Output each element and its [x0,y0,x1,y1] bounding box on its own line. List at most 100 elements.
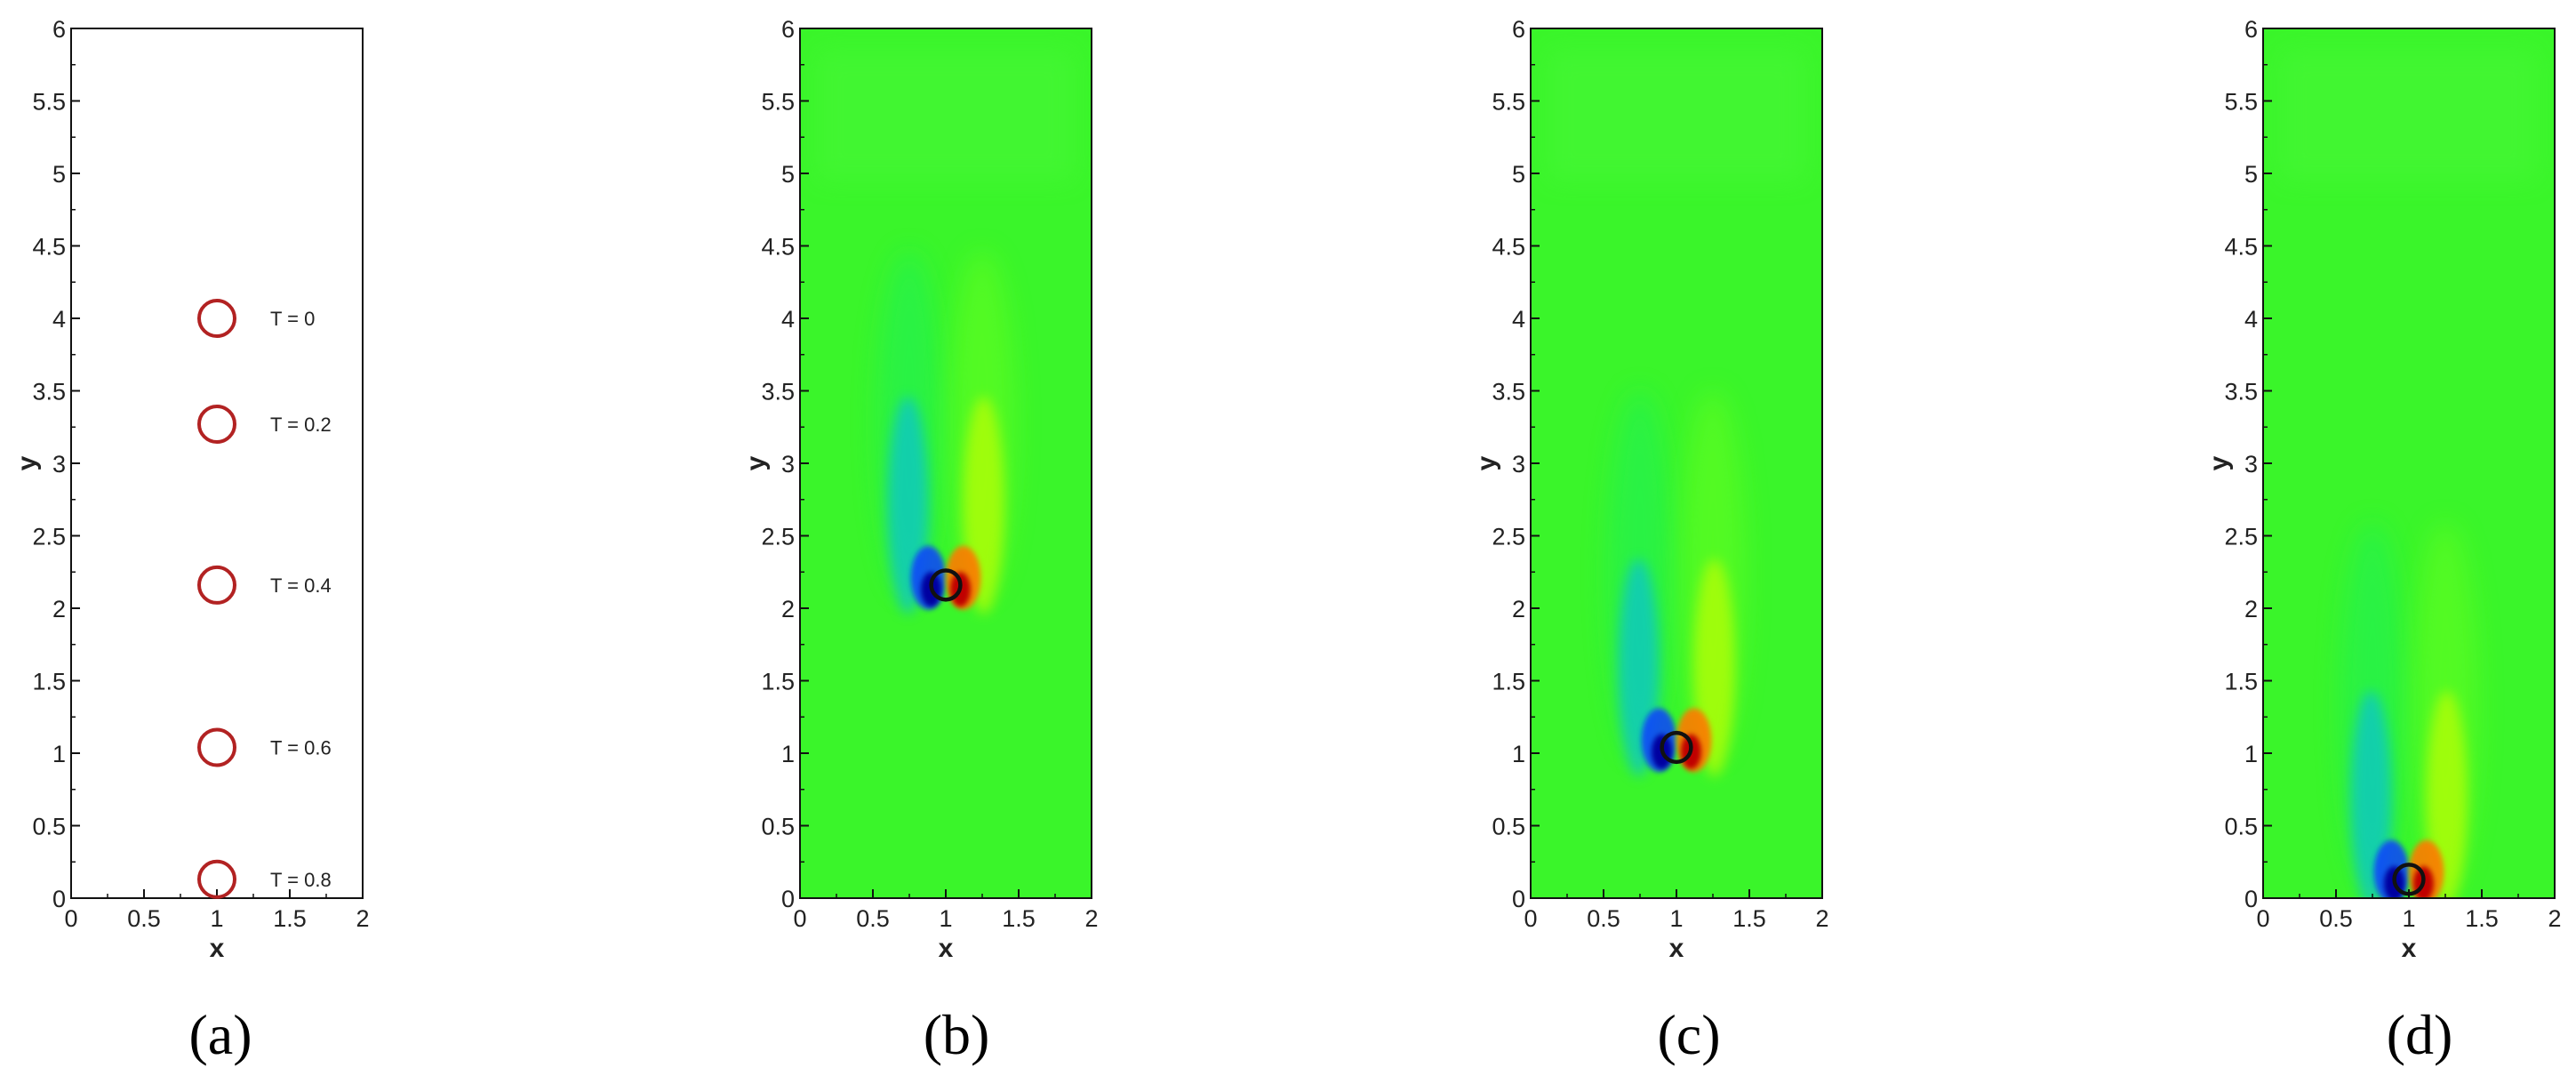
x-tick-label: 0 [64,905,77,932]
x-tick-label: 2 [2548,905,2561,932]
x-tick-label: 1 [210,905,223,932]
y-tick-label: 4.5 [761,234,795,261]
y-tick-label: 1.5 [32,669,66,695]
y-tick-label: 2 [781,596,795,622]
y-tick-label: 3 [2244,451,2258,478]
x-tick-label: 2 [1084,905,1098,932]
x-tick-label: 1.5 [1002,905,1036,932]
contour-field [1531,28,1822,898]
panel-caption: (d) [2387,1003,2453,1066]
x-axis-label: x [210,934,225,963]
panel-a: 0 0.5 1 1.5 2 2.5 3 3.5 4 4.5 5 5.5 6 0 0.5 1 1.5 2 x y T = … [12,16,370,1066]
position-label: T = 0.8 [270,869,332,891]
x-tick-label: 1 [939,905,952,932]
x-tick-label: 0 [1524,905,1537,932]
panel-b: 0 0.5 1 1.5 2 2.5 3 3.5 4 4.5 5 5.5 6 0 0.5 1 1.5 2 x y (b) [741,16,1099,1066]
x-tick-label: 1 [2402,905,2415,932]
y-tick-label: 0.5 [32,814,66,840]
x-axis-label: x [2402,934,2417,963]
x-tick-label: 1.5 [2465,905,2499,932]
y-tick-label: 3 [52,451,66,478]
y-tick-label: 2.5 [32,524,66,550]
y-tick-label: 4 [781,306,795,333]
y-tick-label: 5 [52,161,66,188]
y-tick-label: 3 [781,451,795,478]
position-marker [197,565,236,605]
y-axis-label: y [2204,455,2234,470]
y-tick-label: 0.5 [1492,814,1525,840]
x-tick-label: 0 [2256,905,2269,932]
y-tick-label: 2.5 [761,524,795,550]
y-tick-label: 4 [2244,306,2258,333]
y-tick-label: 5.5 [761,89,795,116]
position-label: T = 0.4 [270,574,332,597]
y-tick-label: 2 [52,596,66,622]
y-tick-label: 1 [1512,741,1525,767]
y-tick-label: 4 [52,306,66,333]
panel-caption: (b) [924,1003,990,1066]
y-tick-label: 0 [52,886,66,912]
x-tick-label: 1.5 [1732,905,1766,932]
particle-circle [1660,730,1693,765]
y-tick-label: 4.5 [32,234,66,261]
y-tick-label: 2 [2244,596,2258,622]
y-tick-label: 0 [1512,886,1525,912]
y-tick-label: 4 [1512,306,1525,333]
contour-field [2263,28,2555,898]
panel-caption: (a) [188,1003,252,1066]
position-marker [197,299,236,338]
y-tick-label: 6 [781,16,795,43]
position-marker [197,727,236,767]
particle-circle [929,568,963,602]
y-tick-label: 0.5 [761,814,795,840]
panel-c: 0 0.5 1 1.5 2 2.5 3 3.5 4 4.5 5 5.5 6 0 0.5 1 1.5 2 x y (c) [1472,16,1829,1066]
y-tick-label: 5.5 [2224,89,2258,116]
x-axis-label: x [1669,934,1684,963]
y-tick-label: 2.5 [2224,524,2258,550]
y-tick-label: 1 [2244,741,2258,767]
x-tick-label: 2 [1815,905,1828,932]
y-tick-label: 0 [2244,886,2258,912]
panel-d: 0 0.5 1 1.5 2 2.5 3 3.5 4 4.5 5 5.5 6 0 0.5 1 1.5 2 x y (d) [2204,16,2562,1066]
y-tick-label: 1 [781,741,795,767]
y-tick-label: 6 [52,16,66,43]
axes-frame [70,28,364,899]
field-band-top [2280,50,2538,181]
y-axis-label: y [12,455,42,470]
position-label: T = 0.6 [270,736,332,759]
y-tick-label: 2.5 [1492,524,1525,550]
x-tick-label: 0.5 [2319,905,2353,932]
y-tick-label: 5.5 [1492,89,1525,116]
x-tick-label: 0.5 [127,905,161,932]
position-marker [197,404,236,444]
y-tick-label: 5 [1512,161,1525,188]
y-tick-label: 6 [2244,16,2258,43]
field-band-top [1548,50,1805,181]
x-axis-label: x [939,934,954,963]
y-tick-label: 4.5 [1492,234,1525,261]
y-tick-label: 3.5 [2224,379,2258,406]
panel-caption: (c) [1657,1003,1720,1066]
y-axis-label: y [741,455,771,470]
y-tick-label: 3 [1512,451,1525,478]
y-tick-label: 4.5 [2224,234,2258,261]
y-tick-label: 1.5 [2224,669,2258,695]
y-tick-label: 3.5 [1492,379,1525,406]
x-tick-label: 0.5 [856,905,890,932]
position-label: T = 0 [270,308,315,330]
y-tick-label: 3.5 [32,379,66,406]
position-marker [197,859,236,899]
y-tick-label: 1.5 [761,669,795,695]
y-axis-label: y [1472,455,1501,470]
y-tick-label: 0.5 [2224,814,2258,840]
y-tick-label: 5 [2244,161,2258,188]
x-tick-label: 0.5 [1587,905,1620,932]
x-tick-label: 1 [1669,905,1683,932]
y-tick-label: 5.5 [32,89,66,116]
y-tick-label: 1 [52,741,66,767]
y-tick-label: 2 [1512,596,1525,622]
field-band-top [817,50,1075,181]
y-tick-label: 0 [781,886,795,912]
x-tick-label: 1.5 [273,905,307,932]
